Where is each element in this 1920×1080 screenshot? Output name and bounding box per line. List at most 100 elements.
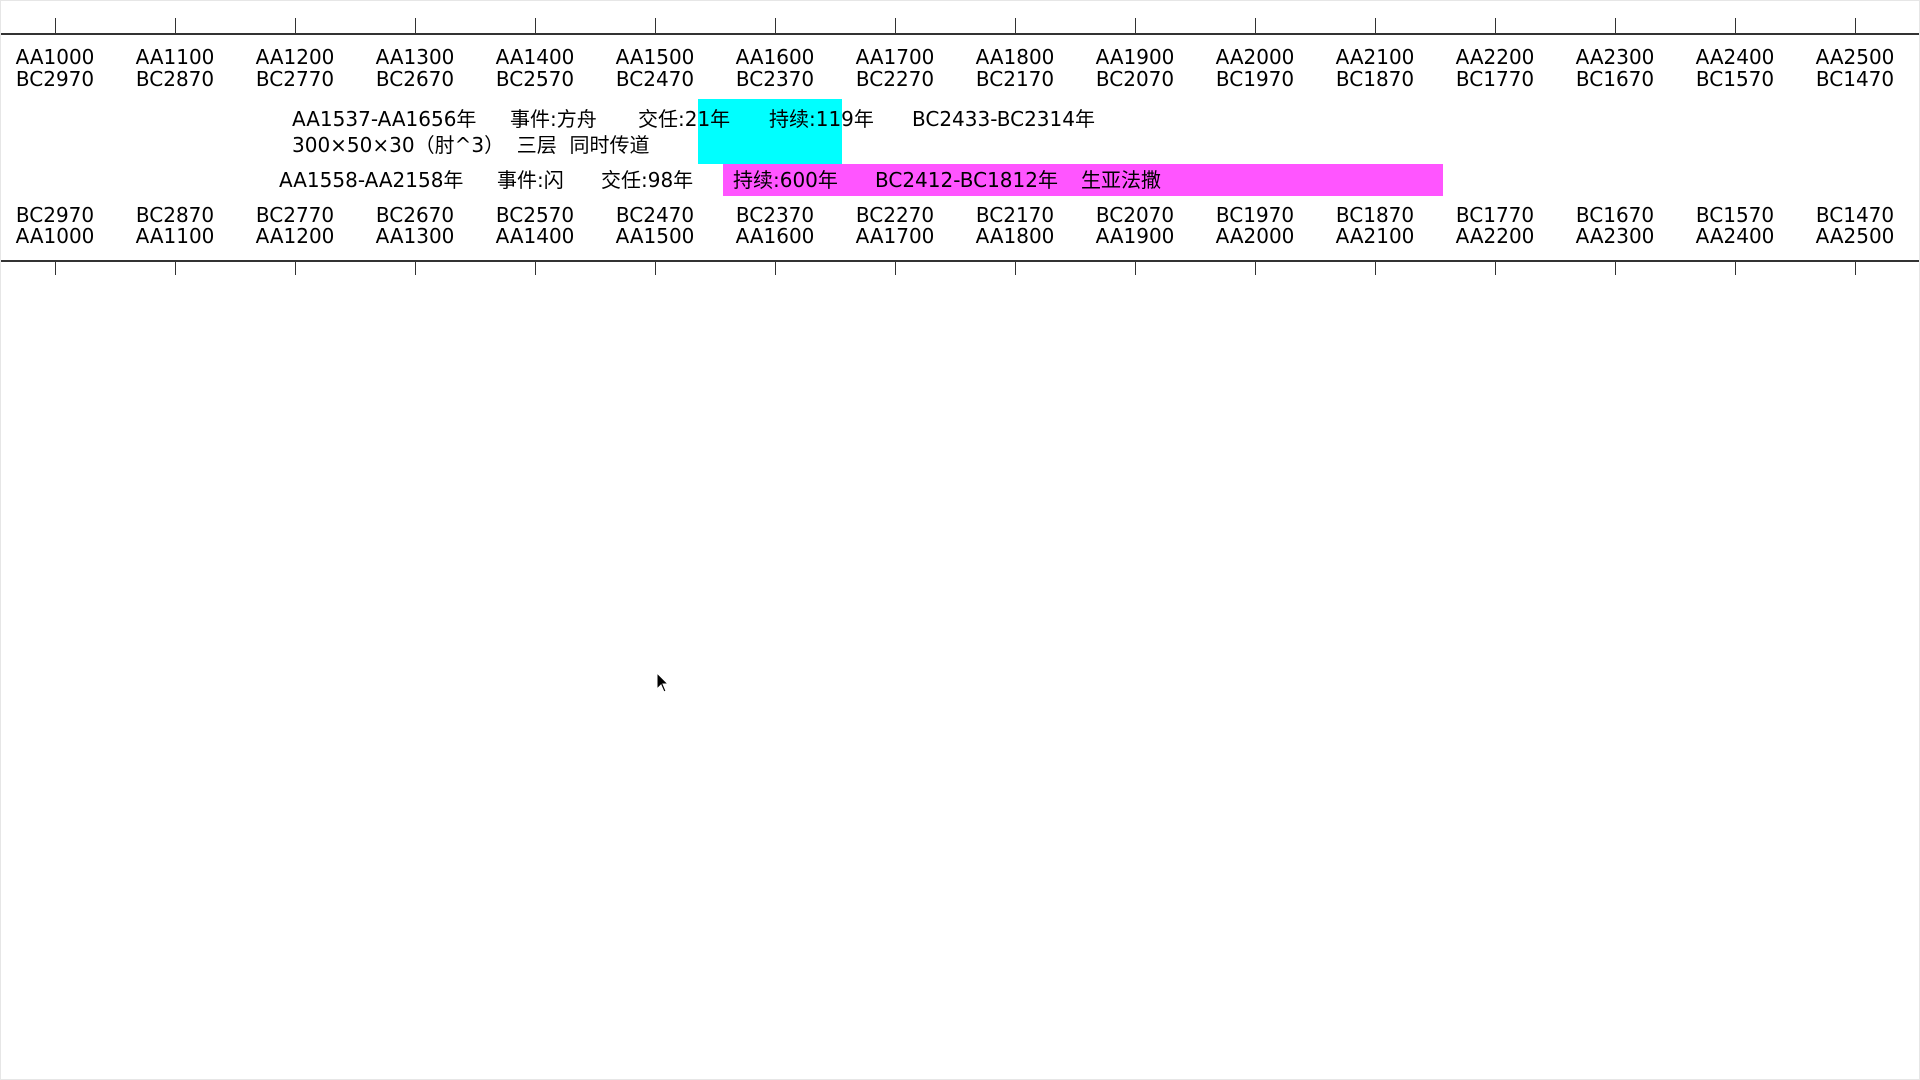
ruler-tick [175, 261, 176, 275]
ruler-tick [895, 261, 896, 275]
event-bc-range: BC2412-BC1812年 [875, 168, 1058, 192]
ruler-label: AA1000 [15, 45, 95, 69]
ruler-label: AA1600 [735, 45, 815, 69]
ruler-label: BC2070 [1095, 203, 1175, 227]
ruler-tick [655, 261, 656, 275]
ruler-label: BC2970 [15, 203, 95, 227]
ruler-tick [1615, 261, 1616, 275]
ruler-label: AA2000 [1215, 45, 1295, 69]
ruler-label: BC1970 [1215, 67, 1295, 91]
ruler-label: AA2000 [1215, 224, 1295, 248]
event-range: AA1558-AA2158年 [279, 168, 464, 192]
ruler-label: BC1570 [1695, 67, 1775, 91]
ruler-label: BC1870 [1335, 203, 1415, 227]
ruler-label: AA1200 [255, 45, 335, 69]
ruler-label: AA1100 [135, 224, 215, 248]
ruler-label: BC2570 [495, 67, 575, 91]
ruler-label: AA1000 [15, 224, 95, 248]
ruler-tick [1855, 18, 1856, 34]
ruler-tick [655, 18, 656, 34]
ruler-label: BC2170 [975, 203, 1055, 227]
ruler-label: BC2470 [615, 203, 695, 227]
ruler-tick [1615, 18, 1616, 34]
ruler-label: BC2470 [615, 67, 695, 91]
ruler-label: BC2370 [735, 67, 815, 91]
ruler-label: AA1300 [375, 224, 455, 248]
ruler-tick [295, 18, 296, 34]
ruler-tick [415, 18, 416, 34]
ruler-tick [1135, 18, 1136, 34]
ruler-label: BC2870 [135, 67, 215, 91]
ruler-tick [1735, 18, 1736, 34]
ruler-label: BC2370 [735, 203, 815, 227]
event-name: 事件:闪 [497, 168, 564, 192]
ruler-label: BC2770 [255, 203, 335, 227]
ruler-label: BC2670 [375, 67, 455, 91]
ruler-label: AA1200 [255, 224, 335, 248]
ruler-label: AA2400 [1695, 45, 1775, 69]
ruler-label: BC1670 [1575, 67, 1655, 91]
event-name: 事件:方舟 [510, 107, 597, 131]
event-bar[interactable] [723, 164, 1443, 196]
ruler-label: AA2300 [1575, 45, 1655, 69]
event-range: AA1537-AA1656年 [292, 107, 477, 131]
mouse-cursor [656, 672, 670, 693]
ruler-label: BC1970 [1215, 203, 1295, 227]
ruler-tick [1375, 261, 1376, 275]
ruler-tick [535, 261, 536, 275]
ruler-tick [535, 18, 536, 34]
ruler-tick [775, 261, 776, 275]
ruler-tick [895, 18, 896, 34]
event-note: 300×50×30（肘^3） 三层 同时传道 [292, 133, 650, 157]
ruler-label: BC2570 [495, 203, 575, 227]
ruler-label: BC1670 [1575, 203, 1655, 227]
ruler-label: AA1900 [1095, 45, 1175, 69]
ruler-label: AA1900 [1095, 224, 1175, 248]
event-duration: 持续:600年 [733, 168, 838, 192]
ruler-label: AA2100 [1335, 224, 1415, 248]
ruler-label: BC2070 [1095, 67, 1175, 91]
ruler-label: BC2870 [135, 203, 215, 227]
ruler-label: BC2970 [15, 67, 95, 91]
event-bc-range: BC2433-BC2314年 [912, 107, 1095, 131]
ruler-tick [1375, 18, 1376, 34]
ruler-tick [1135, 261, 1136, 275]
ruler-label: AA2500 [1815, 224, 1895, 248]
ruler-label: BC2170 [975, 67, 1055, 91]
top-ruler-line [1, 33, 1919, 35]
ruler-label: BC2270 [855, 203, 935, 227]
ruler-label: AA1600 [735, 224, 815, 248]
ruler-tick [1015, 18, 1016, 34]
ruler-label: AA2500 [1815, 45, 1895, 69]
ruler-label: AA1400 [495, 45, 575, 69]
ruler-tick [1255, 261, 1256, 275]
ruler-label: BC1570 [1695, 203, 1775, 227]
ruler-label: AA2100 [1335, 45, 1415, 69]
ruler-label: AA1500 [615, 224, 695, 248]
ruler-label: BC1470 [1815, 67, 1895, 91]
ruler-label: AA2200 [1455, 45, 1535, 69]
ruler-label: BC1770 [1455, 67, 1535, 91]
event-bar[interactable] [698, 99, 842, 164]
ruler-tick [1015, 261, 1016, 275]
ruler-tick [1495, 18, 1496, 34]
ruler-label: AA2400 [1695, 224, 1775, 248]
event-duration: 持续:119年 [769, 107, 874, 131]
ruler-tick [55, 261, 56, 275]
ruler-label: AA1800 [975, 45, 1055, 69]
ruler-label: BC2270 [855, 67, 935, 91]
ruler-label: AA1700 [855, 45, 935, 69]
ruler-label: AA2300 [1575, 224, 1655, 248]
event-handover: 交任:21年 [638, 107, 731, 131]
event-handover: 交任:98年 [601, 168, 694, 192]
ruler-label: AA1800 [975, 224, 1055, 248]
ruler-label: AA1300 [375, 45, 455, 69]
ruler-tick [775, 18, 776, 34]
ruler-label: BC1870 [1335, 67, 1415, 91]
ruler-label: AA1400 [495, 224, 575, 248]
ruler-label: AA1500 [615, 45, 695, 69]
ruler-label: BC2670 [375, 203, 455, 227]
ruler-label: BC1770 [1455, 203, 1535, 227]
ruler-label: BC2770 [255, 67, 335, 91]
